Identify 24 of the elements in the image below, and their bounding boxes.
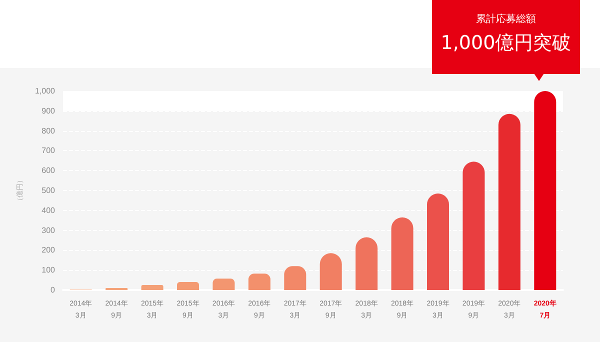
bar <box>177 282 199 290</box>
y-tick-label: 500 <box>42 186 56 195</box>
bar <box>248 274 270 290</box>
y-tick-label: 100 <box>42 266 56 275</box>
bar <box>534 91 556 290</box>
callout-box: 累計応募総額 1,000億円突破 <box>432 0 580 74</box>
y-tick-label: 200 <box>42 246 56 255</box>
bar <box>462 162 485 290</box>
bar <box>498 114 520 290</box>
bar <box>427 193 449 290</box>
y-tick-label: 0 <box>50 286 56 294</box>
y-tick-label: 700 <box>42 146 56 156</box>
bar <box>284 266 306 290</box>
bar <box>391 217 414 290</box>
bar <box>320 253 342 290</box>
bar <box>141 285 164 290</box>
y-tick-label: 300 <box>42 226 56 235</box>
y-tick-label: 600 <box>42 166 56 176</box>
bar <box>356 237 378 290</box>
y-tick-label: 800 <box>42 126 56 136</box>
bar <box>212 278 235 290</box>
y-tick-label: 900 <box>42 106 56 116</box>
y-tick-label: 1,000 <box>34 86 56 96</box>
y-tick-label: 400 <box>42 206 56 215</box>
